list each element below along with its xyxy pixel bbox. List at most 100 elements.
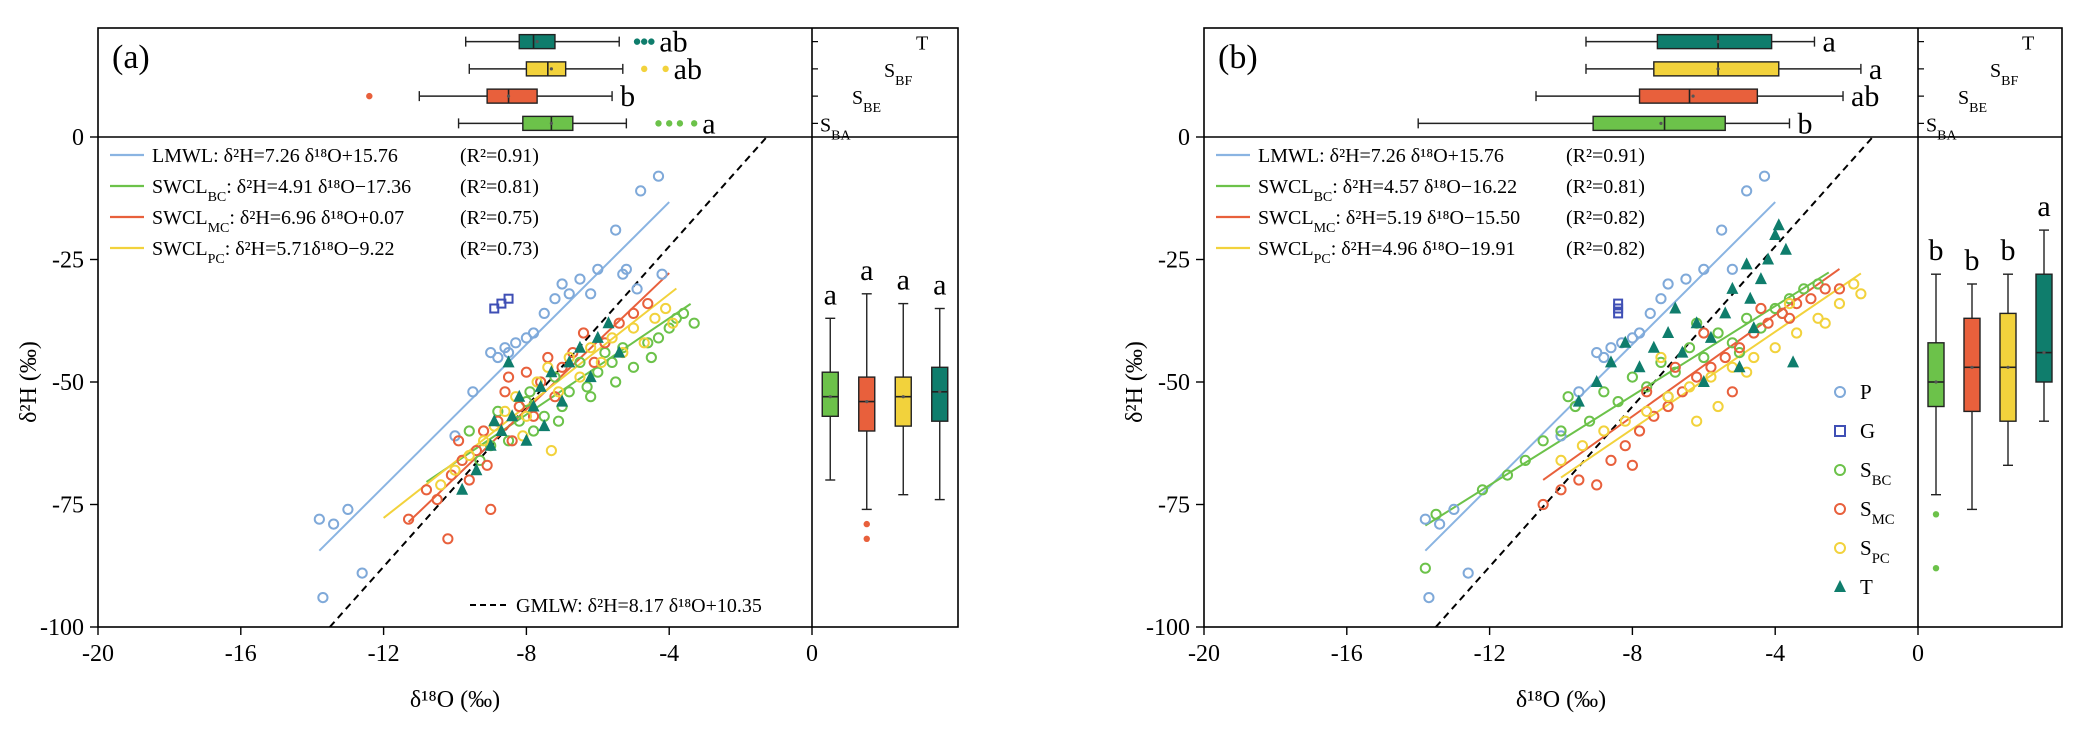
point-bc xyxy=(688,317,700,329)
point-p xyxy=(656,268,668,280)
point-mc xyxy=(588,356,600,368)
top-outlier xyxy=(666,120,673,127)
top-outlier xyxy=(641,65,648,73)
eq-label: SWCLMC: δ²H=5.19 δ¹⁸O−15.50 xyxy=(1258,207,1520,236)
point-mc xyxy=(1762,317,1774,329)
point-pc xyxy=(449,464,461,476)
point-pc xyxy=(606,332,618,344)
point-pc xyxy=(1748,351,1760,364)
y-axis-title: δ²H (‰) xyxy=(1122,341,1148,423)
legend-label: SMC xyxy=(1860,497,1895,528)
top-box-bc xyxy=(522,115,574,132)
right-outlier xyxy=(863,520,870,528)
point-bc xyxy=(502,435,515,447)
point-mc xyxy=(1833,283,1846,295)
point-t xyxy=(1769,228,1782,240)
point-pc xyxy=(499,405,511,417)
point-bc xyxy=(1698,351,1710,364)
point-mc xyxy=(502,371,515,383)
top-category-label-main: S xyxy=(820,114,831,136)
right-mean xyxy=(865,400,869,404)
eq-formula: : δ²H=4.96 δ¹⁸O−19.91 xyxy=(1331,238,1516,260)
eq-name: LMWL: xyxy=(152,145,224,167)
point-p xyxy=(1726,263,1738,275)
point-pc xyxy=(1555,454,1567,466)
point-bc xyxy=(645,351,657,364)
right-sig-letter: a xyxy=(2037,190,2050,223)
point-p xyxy=(467,386,479,398)
point-mc xyxy=(481,459,493,471)
point-mc xyxy=(577,327,590,339)
point-bc xyxy=(1598,386,1610,398)
point-mc xyxy=(1626,459,1639,471)
point-pc xyxy=(435,479,447,491)
top-category-label-sub: BF xyxy=(2001,73,2018,88)
top-sig-letter: a xyxy=(1869,53,1882,86)
legend-marker-t xyxy=(1834,580,1846,592)
point-pc xyxy=(638,337,650,349)
point-p xyxy=(356,567,368,579)
point-t xyxy=(556,394,569,407)
point-t xyxy=(545,365,558,378)
point-bc xyxy=(527,425,540,437)
eq-r2: (R²=0.91) xyxy=(1566,145,1645,167)
legend-marker-mc xyxy=(1834,503,1846,515)
right-box-pc xyxy=(894,376,912,427)
eq-formula: : δ²H=4.57 δ¹⁸O−16.22 xyxy=(1332,176,1517,198)
eq-name-sub: MC xyxy=(1314,221,1336,236)
right-box-bc xyxy=(821,371,839,418)
eq-formula: δ²H=7.26 δ¹⁸O+15.76 xyxy=(224,145,398,167)
eq-name-sub: PC xyxy=(208,252,225,267)
point-mc xyxy=(477,425,490,437)
point-t xyxy=(1754,272,1767,285)
legend-marker-p xyxy=(1834,386,1846,398)
point-mc xyxy=(1573,474,1585,486)
point-mc xyxy=(452,435,465,447)
point-mc xyxy=(1591,479,1603,491)
point-t xyxy=(502,355,515,368)
point-t xyxy=(1762,252,1775,265)
point-pc xyxy=(1769,342,1781,354)
top-box-bc xyxy=(1592,115,1726,132)
point-p xyxy=(1448,503,1460,515)
point-bc xyxy=(1683,342,1696,354)
eq-formula: : δ²H=5.19 δ¹⁸O−15.50 xyxy=(1335,207,1520,229)
point-mc xyxy=(1641,386,1653,398)
point-t xyxy=(1604,355,1617,368)
point-p xyxy=(620,263,632,275)
y-tick-label: -100 xyxy=(40,615,84,641)
top-mean xyxy=(506,94,511,98)
top-category-label: SBE xyxy=(852,87,881,116)
point-t xyxy=(1690,316,1703,329)
top-mean xyxy=(535,40,539,44)
point-mc xyxy=(513,400,525,413)
point-pc xyxy=(1619,415,1631,427)
point-bc xyxy=(627,361,640,373)
point-p xyxy=(317,592,329,604)
point-t xyxy=(563,355,576,368)
point-bc xyxy=(563,386,575,398)
point-t xyxy=(584,370,597,383)
point-p xyxy=(1633,327,1646,339)
point-bc xyxy=(1655,356,1667,368)
point-mc xyxy=(485,503,497,515)
top-category-label: SBA xyxy=(820,114,851,143)
point-t xyxy=(1726,281,1739,294)
right-outlier xyxy=(1932,511,1940,518)
top-category-label-sub: BA xyxy=(831,128,851,143)
point-t xyxy=(495,424,508,436)
legend-label: G xyxy=(1860,419,1875,443)
point-t xyxy=(527,399,540,412)
point-bc xyxy=(1555,425,1567,437)
point-pc xyxy=(1655,351,1667,364)
point-g xyxy=(1613,298,1624,309)
right-outlier xyxy=(863,535,870,542)
point-t xyxy=(1719,306,1732,319)
point-pc xyxy=(1783,298,1796,310)
right-sig-letter: a xyxy=(897,264,910,297)
point-t xyxy=(506,409,519,422)
point-p xyxy=(631,283,643,295)
point-p xyxy=(549,293,561,305)
legend-label-main: S xyxy=(1860,536,1872,560)
point-t xyxy=(538,419,551,432)
